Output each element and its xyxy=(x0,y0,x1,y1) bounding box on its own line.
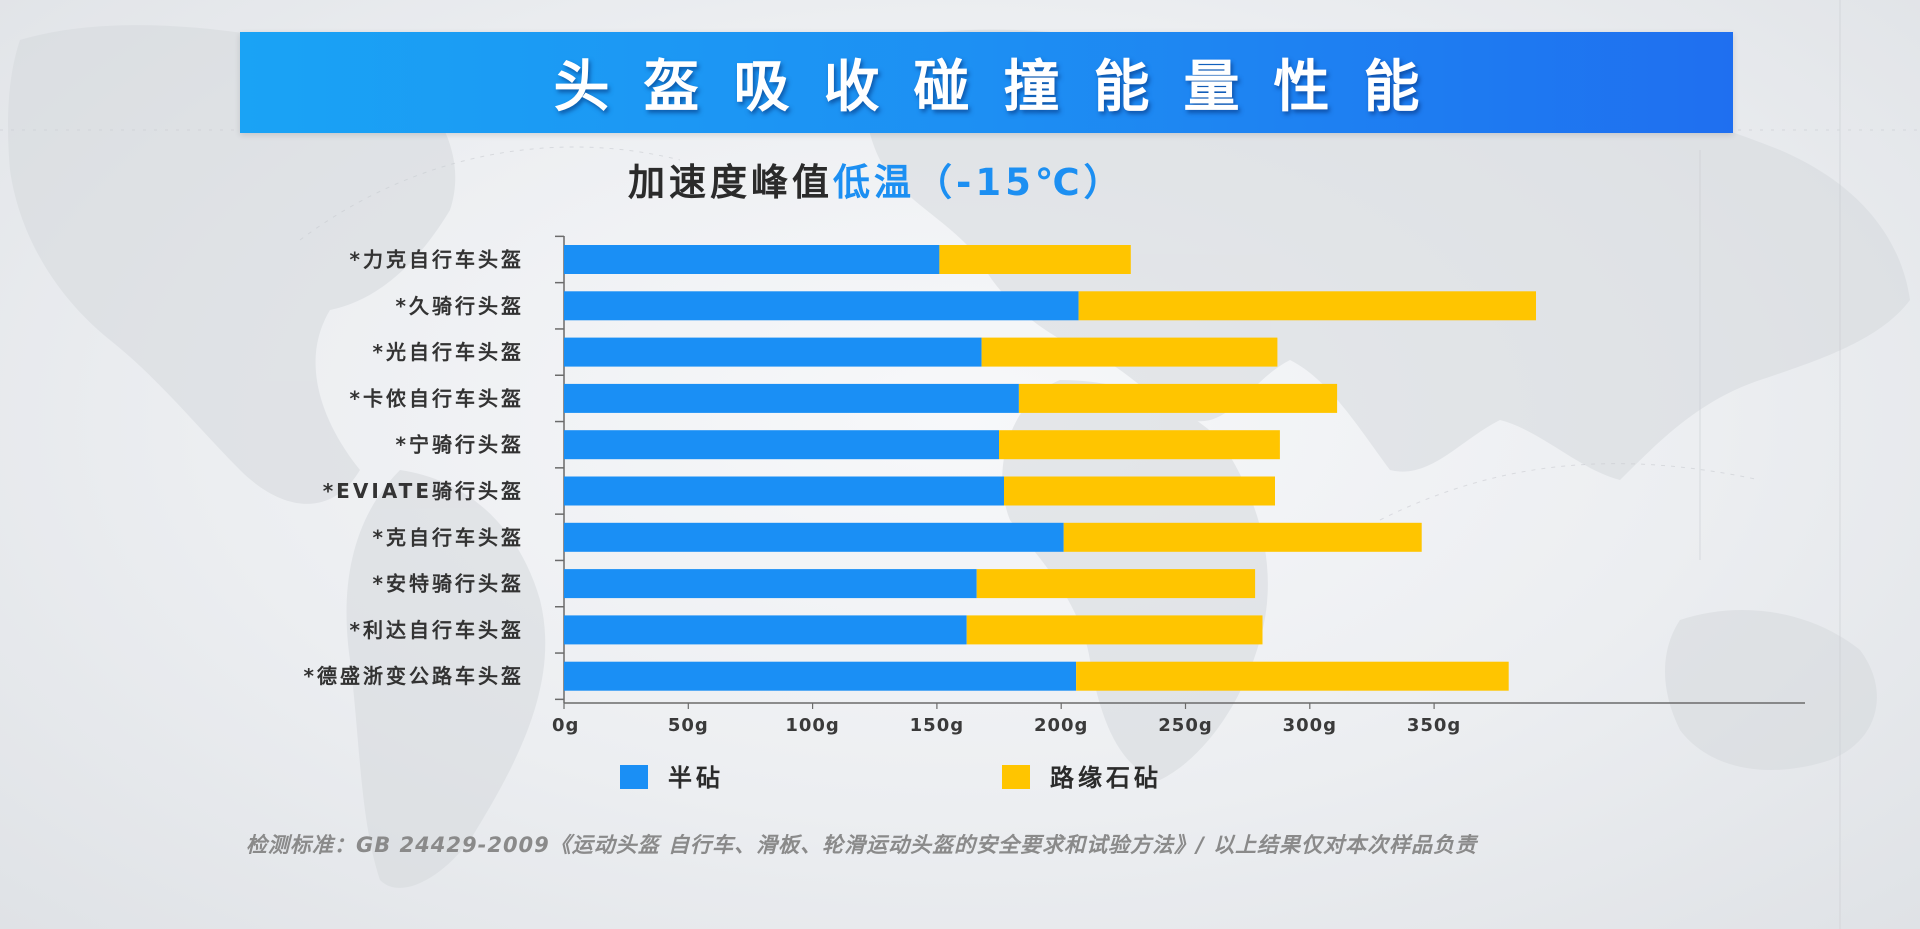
title-banner: 头盔吸收碰撞能量性能 xyxy=(240,32,1733,133)
bar-segment-half-anvil xyxy=(564,522,1064,552)
x-tick-label: 150g xyxy=(910,715,964,736)
chart-subtitle: 加速度峰值低温（-15℃） xyxy=(628,152,1125,206)
subtitle-highlight: 低温（-15℃） xyxy=(833,161,1125,204)
subtitle-prefix: 加速度峰值 xyxy=(628,161,833,204)
bar-segment-half-anvil xyxy=(564,291,1079,321)
bar-segment-curb-anvil xyxy=(1078,291,1536,321)
category-label: *久骑行头盔 xyxy=(396,294,524,318)
bar-segment-half-anvil xyxy=(564,383,1019,413)
legend-swatch-curb-anvil xyxy=(1002,765,1030,789)
category-label: *宁骑行头盔 xyxy=(396,433,524,457)
bar-segment-curb-anvil xyxy=(1004,476,1275,506)
legend-swatch-half-anvil xyxy=(620,765,648,789)
category-label: *德盛浙变公路车头盔 xyxy=(304,664,524,688)
x-tick-label: 350g xyxy=(1407,715,1461,736)
x-tick-label: 50g xyxy=(668,715,709,736)
bar-segment-curb-anvil xyxy=(1018,383,1338,413)
bar-segment-half-anvil xyxy=(564,245,940,274)
chart-bars xyxy=(564,245,1536,691)
category-labels: *力克自行车头盔 *久骑行头盔 *光自行车头盔 *卡侬自行车头盔 *宁骑行头盔 *EVIA… xyxy=(304,248,524,689)
chart-legend: 半砧 路缘石砧 xyxy=(620,764,1162,792)
bar-segment-half-anvil xyxy=(564,476,1004,506)
bar-segment-curb-anvil xyxy=(966,615,1263,645)
chart-title: 头盔吸收碰撞能量性能 xyxy=(553,55,1454,120)
category-label: *克自行车头盔 xyxy=(373,525,524,549)
category-label: *利达自行车头盔 xyxy=(350,618,524,642)
bar-segment-half-anvil xyxy=(564,569,977,599)
bar-segment-curb-anvil xyxy=(981,337,1278,367)
bar-segment-half-anvil xyxy=(564,661,1077,691)
bar-segment-curb-anvil xyxy=(1076,661,1509,691)
bar-segment-curb-anvil xyxy=(939,245,1131,274)
category-label: *力克自行车头盔 xyxy=(350,248,524,272)
bar-segment-half-anvil xyxy=(564,430,999,460)
x-tick-label: 300g xyxy=(1283,715,1337,736)
bar-segment-curb-anvil xyxy=(1063,522,1422,552)
category-label: *EVIATE骑行头盔 xyxy=(323,479,524,503)
x-tick-label: 250g xyxy=(1158,715,1212,736)
x-tick-labels: 0g 50g 100g 150g 200g 250g 300g 350g xyxy=(552,715,1461,736)
bar-segment-curb-anvil xyxy=(999,430,1280,460)
bar-segment-half-anvil xyxy=(564,337,982,367)
legend-label-half-anvil: 半砧 xyxy=(668,764,724,792)
category-label: *卡侬自行车头盔 xyxy=(350,386,524,410)
legend-label-curb-anvil: 路缘石砧 xyxy=(1050,764,1162,792)
bar-segment-half-anvil xyxy=(564,615,967,645)
bar-segment-curb-anvil xyxy=(976,569,1256,599)
x-tick-label: 200g xyxy=(1034,715,1088,736)
category-label: *光自行车头盔 xyxy=(373,340,524,364)
x-tick-label: 0g xyxy=(552,715,579,736)
test-standard-footnote: 检测标准：GB 24429-2009《运动头盔 自行车、滑板、轮滑运动头盔的安全… xyxy=(246,833,1478,857)
x-tick-label: 100g xyxy=(785,715,839,736)
category-label: *安特骑行头盔 xyxy=(373,572,524,596)
